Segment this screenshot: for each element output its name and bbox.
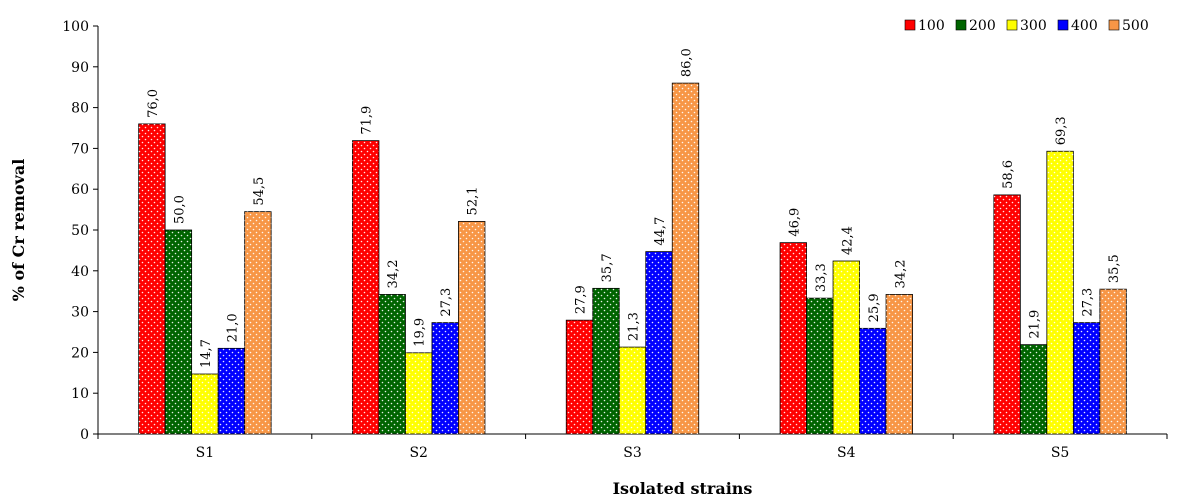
- bar-pattern: [352, 140, 379, 434]
- data-label: 71,9: [360, 106, 375, 135]
- y-tick-label: 40: [71, 264, 89, 280]
- bar-pattern: [405, 352, 432, 434]
- legend: 100 200 300 400 500: [904, 18, 1149, 34]
- bar-pattern: [886, 294, 913, 434]
- bar-pattern: [645, 251, 673, 434]
- x-axis-title: Isolated strains: [613, 479, 753, 498]
- bar-pattern: [672, 83, 699, 435]
- bar-pattern: [138, 123, 166, 435]
- axes: 0 10 20 30 40 50 60 70 80 90 100 S1 S2 S3 S4 S5: [62, 19, 1168, 461]
- legend-swatch-300: [1006, 19, 1018, 31]
- data-label: 44,7: [653, 217, 668, 246]
- bars: [138, 82, 1127, 435]
- bar-pattern: [218, 348, 245, 434]
- y-tick-label: 30: [71, 305, 89, 321]
- legend-label-300: 300: [1020, 18, 1047, 34]
- y-axis-title: % of Cr removal: [9, 159, 28, 302]
- legend-swatch-200: [955, 19, 967, 31]
- bar-pattern: [378, 294, 406, 434]
- y-tick-label: 80: [71, 101, 89, 117]
- legend-label-200: 200: [969, 18, 996, 34]
- bar-pattern: [165, 230, 192, 434]
- data-labels: 76,0 50,0 14,7 21,0 54,5 71,9 34,2 19,9 27,3 52,1…: [146, 48, 1122, 368]
- y-tick-label: 90: [71, 60, 89, 76]
- y-tick-label: 60: [71, 182, 89, 198]
- bar-pattern: [244, 211, 272, 434]
- bar-pattern: [458, 221, 485, 434]
- y-tick-label: 100: [62, 19, 89, 35]
- data-label: 35,5: [1107, 254, 1122, 283]
- bar-pattern: [1099, 289, 1127, 434]
- bar-pattern: [191, 374, 219, 434]
- data-label: 58,6: [1001, 160, 1016, 189]
- data-label: 21,3: [627, 312, 642, 341]
- data-label: 69,3: [1054, 116, 1069, 145]
- data-label: 86,0: [680, 48, 695, 77]
- data-label: 42,4: [840, 226, 855, 255]
- bar-pattern: [1046, 151, 1074, 435]
- bar-pattern: [566, 320, 593, 434]
- bar-pattern: [619, 347, 646, 434]
- y-tick-label: 70: [71, 141, 89, 157]
- data-label: 27,9: [574, 285, 589, 314]
- x-tick-label: S4: [837, 445, 856, 461]
- y-tick-label: 20: [71, 345, 89, 361]
- x-tick-label: S1: [196, 445, 215, 461]
- data-label: 19,9: [413, 318, 428, 347]
- data-label: 35,7: [600, 253, 615, 282]
- data-label: 33,3: [814, 263, 829, 292]
- bar-pattern: [780, 242, 807, 434]
- data-label: 25,9: [867, 293, 882, 322]
- data-label: 46,9: [787, 208, 802, 237]
- data-label: 27,3: [439, 288, 454, 317]
- legend-swatch-400: [1057, 19, 1069, 31]
- data-label: 50,0: [172, 195, 187, 224]
- x-tick-label: S3: [623, 445, 642, 461]
- y-tick-label: 50: [71, 223, 89, 239]
- data-label: 54,5: [252, 177, 267, 206]
- legend-label-100: 100: [918, 18, 945, 34]
- data-label: 27,3: [1081, 288, 1096, 317]
- bar-pattern: [833, 261, 860, 434]
- data-label: 14,7: [199, 339, 214, 368]
- x-tick-label: S5: [1051, 445, 1070, 461]
- legend-swatch-500: [1108, 19, 1120, 31]
- data-label: 34,2: [386, 260, 401, 289]
- bar-pattern: [993, 194, 1021, 434]
- y-tick-label: 10: [71, 386, 89, 402]
- bar-pattern: [431, 322, 459, 434]
- data-label: 21,9: [1028, 310, 1043, 339]
- data-label: 21,0: [225, 313, 240, 342]
- data-label: 34,2: [893, 260, 908, 289]
- legend-label-400: 400: [1071, 18, 1098, 34]
- bar-pattern: [1073, 322, 1100, 434]
- data-label: 76,0: [146, 89, 161, 118]
- data-label: 52,1: [466, 186, 481, 215]
- legend-label-500: 500: [1122, 18, 1149, 34]
- bar-pattern: [592, 288, 620, 434]
- legend-swatch-100: [904, 19, 916, 31]
- bar-pattern: [1020, 344, 1047, 434]
- bar-pattern: [859, 328, 887, 434]
- x-tick-label: S2: [409, 445, 428, 461]
- bar-pattern: [806, 298, 834, 434]
- y-tick-label: 0: [80, 427, 89, 443]
